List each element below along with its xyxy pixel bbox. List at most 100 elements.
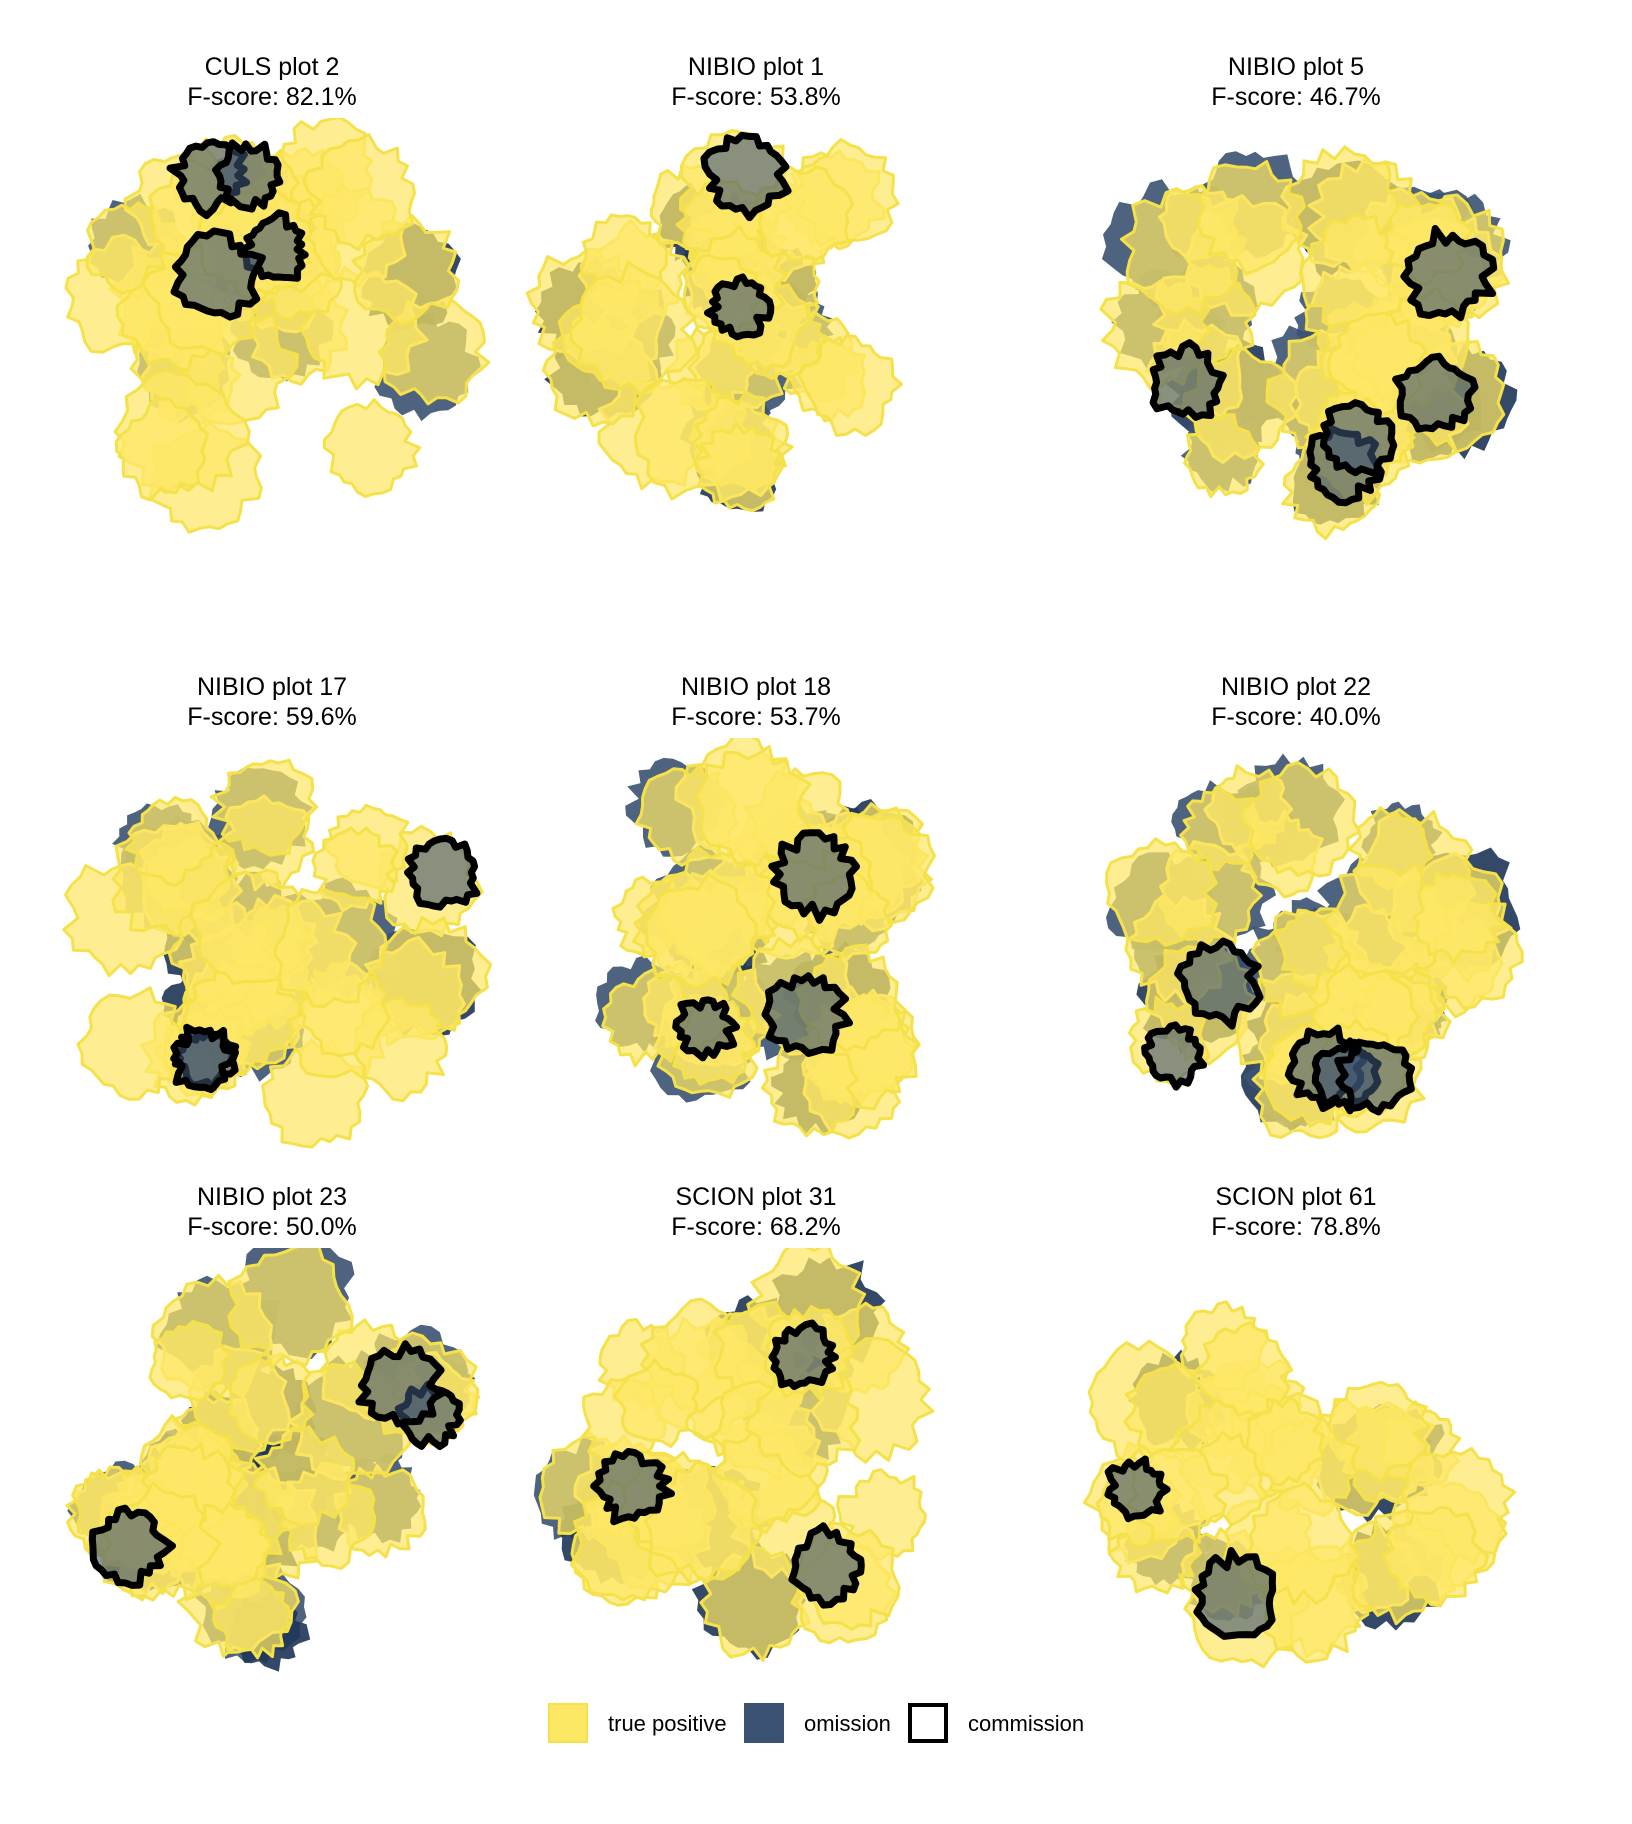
true-positive-crown — [302, 133, 416, 252]
panel-title: NIBIO plot 17 F-score: 59.6% — [0, 672, 544, 732]
true-positive-swatch — [548, 1703, 588, 1743]
panel-fscore: F-score: 40.0% — [1211, 703, 1381, 731]
commission-swatch — [908, 1703, 948, 1743]
true-positive-crown — [212, 1577, 292, 1660]
commission-outline — [700, 131, 792, 222]
true-positive-crown — [760, 1042, 859, 1138]
panel-fscore: F-score: 46.7% — [1211, 83, 1381, 111]
commission-outline — [1141, 1021, 1208, 1091]
panel-title: NIBIO plot 23 F-score: 50.0% — [0, 1182, 544, 1242]
panel-nibio-plot-17: NIBIO plot 17 F-score: 59.6% — [0, 620, 544, 1240]
panel-title: SCION plot 61 F-score: 78.8% — [1024, 1182, 1568, 1242]
commission-outline — [672, 996, 741, 1062]
true-positive-crown — [124, 795, 219, 887]
panel-nibio-plot-5: NIBIO plot 5 F-score: 46.7% — [1024, 0, 1568, 620]
crown-map — [525, 129, 904, 513]
true-positive-crown — [227, 1248, 354, 1370]
commission-outline — [768, 829, 860, 924]
true-positive-crown — [569, 260, 699, 397]
true-positive-crown — [692, 422, 783, 513]
panel-culs-plot-2: CULS plot 2 F-score: 82.1% — [0, 0, 544, 620]
panel-title: NIBIO plot 5 F-score: 46.7% — [1024, 52, 1568, 112]
panel-title: SCION plot 31 F-score: 68.2% — [484, 1182, 1028, 1242]
crown-map — [595, 738, 936, 1140]
panel-plot-name: NIBIO plot 17 — [196, 673, 348, 701]
commission-outline — [704, 273, 775, 341]
panel-nibio-plot-18: NIBIO plot 18 F-score: 53.7% — [484, 620, 1028, 1240]
panel-plot-name: NIBIO plot 22 — [1220, 673, 1372, 701]
true-positive-crown — [1196, 160, 1306, 276]
panel-nibio-plot-22: NIBIO plot 22 F-score: 40.0% — [1024, 620, 1568, 1240]
commission-outline — [170, 1023, 239, 1094]
crown-map — [1082, 1300, 1517, 1669]
panel-fscore: F-score: 59.6% — [187, 703, 357, 731]
panel-fscore: F-score: 53.7% — [671, 703, 841, 731]
commission-outline — [1334, 1038, 1415, 1116]
panel-fscore: F-score: 53.8% — [671, 83, 841, 111]
crown-map — [62, 758, 493, 1149]
panel-plot-name: SCION plot 61 — [1215, 1183, 1377, 1211]
commission-outline — [761, 972, 853, 1057]
panel-plot-name: CULS plot 2 — [204, 53, 340, 81]
true-positive-crown — [1381, 1506, 1490, 1608]
commission-outline — [788, 1522, 865, 1609]
panel-fscore: F-score: 78.8% — [1211, 1213, 1381, 1241]
panel-scion-plot-31: SCION plot 31 F-score: 68.2% — [484, 1130, 1028, 1750]
commission-outline — [1319, 399, 1398, 478]
panel-grid: CULS plot 2 F-score: 82.1% NIBIO plot 1 … — [0, 0, 1568, 1672]
legend: true positive omission commission — [0, 1693, 1632, 1753]
crown-map — [1099, 145, 1518, 541]
true-positive-crown — [114, 397, 209, 502]
commission-outline — [1392, 352, 1479, 433]
panel-title: NIBIO plot 22 F-score: 40.0% — [1024, 672, 1568, 732]
panel-fscore: F-score: 68.2% — [671, 1213, 841, 1241]
panel-title: NIBIO plot 1 F-score: 53.8% — [484, 52, 1028, 112]
panel-fscore: F-score: 82.1% — [187, 83, 357, 111]
commission-outline — [170, 227, 266, 321]
true-positive-crown — [1183, 413, 1265, 499]
crown-map — [64, 118, 491, 534]
crown-map — [65, 1248, 481, 1672]
true-positive-crown — [1105, 837, 1218, 947]
commission-outline — [355, 1340, 446, 1428]
true-positive-crown — [1240, 760, 1362, 878]
true-positive-crown — [226, 1352, 315, 1446]
true-positive-crown — [273, 888, 388, 1009]
commission-outline — [768, 1319, 839, 1390]
panel-plot-name: NIBIO plot 1 — [687, 53, 825, 81]
commission-outline — [88, 1504, 176, 1589]
panel-scion-plot-61: SCION plot 61 F-score: 78.8% — [1024, 1130, 1568, 1750]
panel-plot-name: NIBIO plot 18 — [680, 673, 832, 701]
commission-outline — [404, 834, 481, 911]
commission-outline — [1191, 1547, 1277, 1640]
true-positive-crown — [76, 986, 183, 1101]
panel-nibio-plot-23: NIBIO plot 23 F-score: 50.0% — [0, 1130, 544, 1750]
true-positive-crown — [613, 1358, 700, 1448]
true-positive-crown — [209, 758, 319, 857]
panel-nibio-plot-1: NIBIO plot 1 F-score: 53.8% — [484, 0, 1028, 620]
legend-label: omission — [804, 1711, 891, 1736]
true-positive-crown — [1192, 1321, 1294, 1423]
true-positive-crown — [322, 398, 422, 498]
commission-outline — [1400, 225, 1498, 322]
panel-plot-name: SCION plot 31 — [675, 1183, 837, 1211]
panel-plot-name: NIBIO plot 23 — [196, 1183, 348, 1211]
crown-map — [1105, 753, 1524, 1140]
commission-outline — [212, 139, 284, 213]
crown-map — [533, 1248, 935, 1662]
omission-swatch — [744, 1703, 784, 1743]
true-positive-crown — [311, 826, 399, 913]
panel-plot-name: NIBIO plot 5 — [1227, 53, 1365, 81]
commission-outline — [1174, 937, 1264, 1030]
true-positive-crown — [797, 334, 904, 437]
true-positive-crown — [643, 872, 758, 990]
legend-label: true positive — [608, 1711, 727, 1736]
commission-outline — [1104, 1455, 1171, 1523]
true-positive-crown — [148, 1319, 233, 1403]
panel-fscore: F-score: 50.0% — [187, 1213, 357, 1241]
true-positive-crown — [351, 213, 461, 327]
panel-title: NIBIO plot 18 F-score: 53.7% — [484, 672, 1028, 732]
true-positive-crown — [1245, 1395, 1325, 1487]
true-positive-crown — [252, 1425, 356, 1528]
panel-title: CULS plot 2 F-score: 82.1% — [0, 52, 544, 112]
